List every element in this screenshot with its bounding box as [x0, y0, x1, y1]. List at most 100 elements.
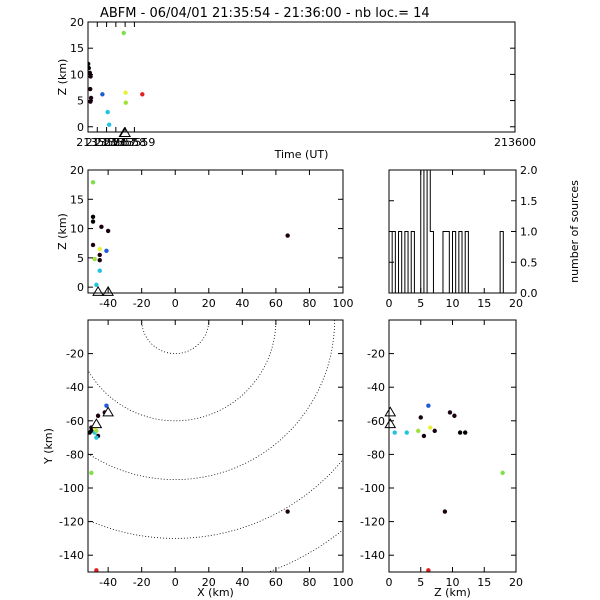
source-point: [89, 470, 94, 476]
x-tick-label: 60: [269, 576, 283, 589]
x-tick-label: 213555: [76, 136, 118, 149]
source-point: [90, 214, 96, 220]
y-tick-label: 0: [77, 281, 84, 294]
x-tick-label: 40: [235, 297, 249, 310]
y-tick-label: -140: [360, 549, 385, 562]
source-point: [140, 92, 145, 97]
source-point: [106, 122, 112, 127]
x-tick-label: 80: [302, 576, 316, 589]
y-tick-label: 15: [70, 193, 84, 206]
source-point: [88, 74, 93, 79]
figure-title: ABFM - 06/04/01 21:35:54 - 21:36:00 - nb…: [100, 6, 430, 21]
station-marker: [92, 285, 104, 296]
source-point: [88, 65, 91, 71]
x-tick-label: 213557: [95, 136, 137, 149]
source-point: [404, 430, 409, 435]
plot-frame: [87, 319, 344, 573]
x-tick-label: 0: [172, 576, 179, 589]
source-point: [94, 568, 99, 572]
x-tick-label: 0: [386, 297, 393, 310]
x-tick-label: 213600: [494, 136, 536, 149]
x-tick-label: -20: [133, 576, 151, 589]
source-point: [463, 430, 468, 435]
y-tick-label: 10: [70, 223, 84, 236]
y-tick-label: 0.0: [520, 287, 538, 300]
source-point: [500, 470, 505, 476]
y-tick-label: -20: [367, 348, 385, 361]
y-tick-label: 5: [77, 252, 84, 265]
y-tick-label: -20: [66, 348, 84, 361]
source-point: [104, 248, 109, 254]
x-tick-label: 20: [509, 576, 523, 589]
x-axis-label: Time (UT): [274, 148, 329, 161]
source-point: [94, 282, 99, 287]
x-tick-label: 10: [446, 576, 460, 589]
plot-area: [392, 403, 505, 572]
y-tick-label: -80: [66, 448, 84, 461]
y-tick-label: -40: [66, 381, 84, 394]
source-point: [105, 109, 110, 115]
x-tick-label: 80: [302, 297, 316, 310]
x-tick-label: 60: [269, 297, 283, 310]
station-marker: [384, 406, 397, 417]
source-point: [452, 413, 457, 418]
source-point: [442, 509, 448, 514]
y-tick-label: -80: [367, 448, 385, 461]
y-tick-label: -100: [360, 482, 385, 495]
source-point: [426, 403, 431, 408]
plot-area: [88, 30, 145, 127]
source-point: [88, 86, 93, 92]
station-marker: [102, 406, 115, 417]
plot-frame: [388, 319, 517, 573]
source-point: [421, 433, 427, 439]
source-point: [92, 256, 97, 262]
source-point: [97, 258, 102, 263]
station-marker: [384, 418, 397, 429]
source-point: [97, 268, 102, 273]
y-tick-label: 20: [70, 16, 84, 29]
y-tick-label: -40: [367, 381, 385, 394]
x-axis-label: X (km): [197, 586, 234, 599]
y-axis-label: Y (km): [42, 428, 55, 465]
x-tick-label: 213559: [113, 136, 155, 149]
y-axis-label: number of sources: [568, 180, 581, 283]
station-marker: [90, 418, 103, 429]
y-tick-label: -60: [66, 415, 84, 428]
source-point: [457, 430, 463, 435]
panel-x_y: -40 -20 0 20 40 60 80 100 -140 -120 -100 -80 -60 -40 -…: [42, 319, 354, 599]
y-tick-label: 15: [70, 42, 84, 55]
source-point: [97, 246, 102, 252]
source-point: [418, 415, 423, 420]
source-point: [88, 95, 94, 101]
source-point: [95, 413, 101, 418]
plot-frame: [87, 21, 516, 133]
x-tick-label: 20: [509, 297, 523, 310]
source-point: [123, 90, 128, 95]
source-point: [123, 100, 128, 105]
y-tick-label: 5: [77, 95, 84, 108]
x-axis-label: Z (km): [434, 586, 471, 599]
x-tick-label: -40: [99, 297, 117, 310]
source-point: [121, 30, 126, 36]
x-tick-label: 5: [417, 297, 424, 310]
source-point: [88, 430, 92, 435]
x-tick-label: 20: [202, 576, 216, 589]
y-tick-label: 20: [70, 164, 84, 177]
plot-area: [389, 170, 516, 293]
source-point: [90, 180, 96, 185]
y-tick-label: 2.0: [520, 164, 538, 177]
source-point: [432, 428, 437, 434]
y-tick-label: -140: [59, 549, 84, 562]
x-tick-label: 0: [386, 576, 393, 589]
source-point: [100, 92, 105, 97]
y-tick-label: 0.5: [520, 256, 538, 269]
y-tick-label: 1.0: [520, 226, 538, 239]
panel-z_hist: 0 5 10 15 200.0 0.5 1.0 1.5 2.0 number of sources: [386, 164, 582, 310]
range-ring: [88, 458, 343, 539]
x-tick-label: -20: [133, 297, 151, 310]
source-point: [94, 428, 99, 434]
x-tick-label: 100: [333, 297, 354, 310]
panel-x_z: -40 -20 0 20 40 60 80 100 0 5 10 15 20 Z (km): [56, 164, 354, 310]
